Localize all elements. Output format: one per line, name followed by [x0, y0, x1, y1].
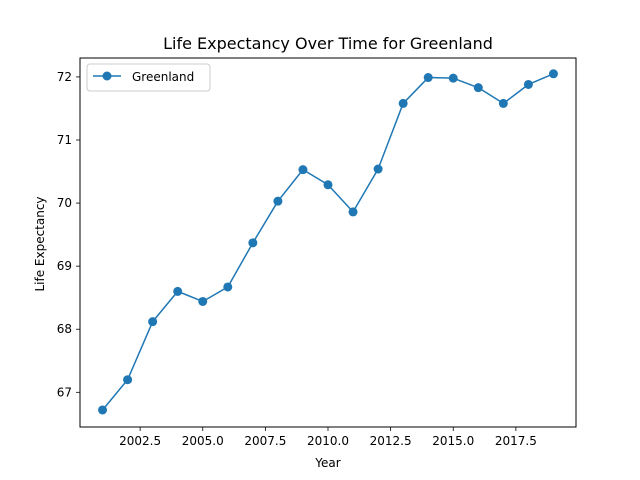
x-tick-label: 2005.0 [182, 434, 224, 448]
x-tick-label: 2012.5 [370, 434, 412, 448]
y-tick-label: 67 [57, 385, 72, 399]
data-point [373, 164, 383, 174]
data-point [498, 98, 508, 108]
x-tick-label: 2017.5 [495, 434, 537, 448]
legend-marker [102, 71, 112, 81]
y-axis-ticks: 67 68 69 70 71 72 [57, 70, 80, 399]
data-point [98, 405, 108, 415]
data-point [248, 238, 258, 248]
legend-box [86, 63, 211, 92]
data-point [173, 286, 183, 296]
data-point [323, 180, 333, 190]
data-point [273, 196, 283, 206]
data-point [398, 98, 408, 108]
data-point [223, 282, 233, 292]
y-axis-label: Life Expectancy [33, 196, 47, 291]
data-point [423, 73, 433, 83]
x-tick-label: 2007.5 [244, 434, 286, 448]
legend-label: Greenland [132, 70, 194, 84]
data-point [298, 165, 308, 175]
y-tick-label: 69 [57, 259, 72, 273]
plot-area [79, 57, 577, 428]
data-point [548, 69, 558, 79]
y-tick-label: 68 [57, 322, 72, 336]
axes-frame [79, 57, 577, 428]
y-tick-label: 70 [57, 196, 72, 210]
data-point [148, 317, 158, 327]
y-tick-label: 71 [57, 133, 72, 147]
data-point [448, 73, 458, 83]
series-layer [98, 69, 558, 415]
data-point [348, 207, 358, 217]
legend: Greenland [86, 63, 211, 92]
x-tick-label: 2002.5 [119, 434, 161, 448]
data-point [523, 79, 533, 89]
y-tick-label: 72 [57, 70, 72, 84]
x-tick-label: 2015.0 [432, 434, 474, 448]
data-point [198, 296, 208, 306]
data-point [473, 83, 483, 93]
data-point [123, 375, 133, 385]
x-axis-ticks: 2002.5 2005.0 2007.5 2010.0 2012.5 2015.0 2017… [119, 427, 537, 448]
x-axis-label: Year [314, 456, 340, 470]
x-tick-label: 2010.0 [307, 434, 349, 448]
chart-title: Life Expectancy Over Time for Greenland [163, 34, 493, 53]
